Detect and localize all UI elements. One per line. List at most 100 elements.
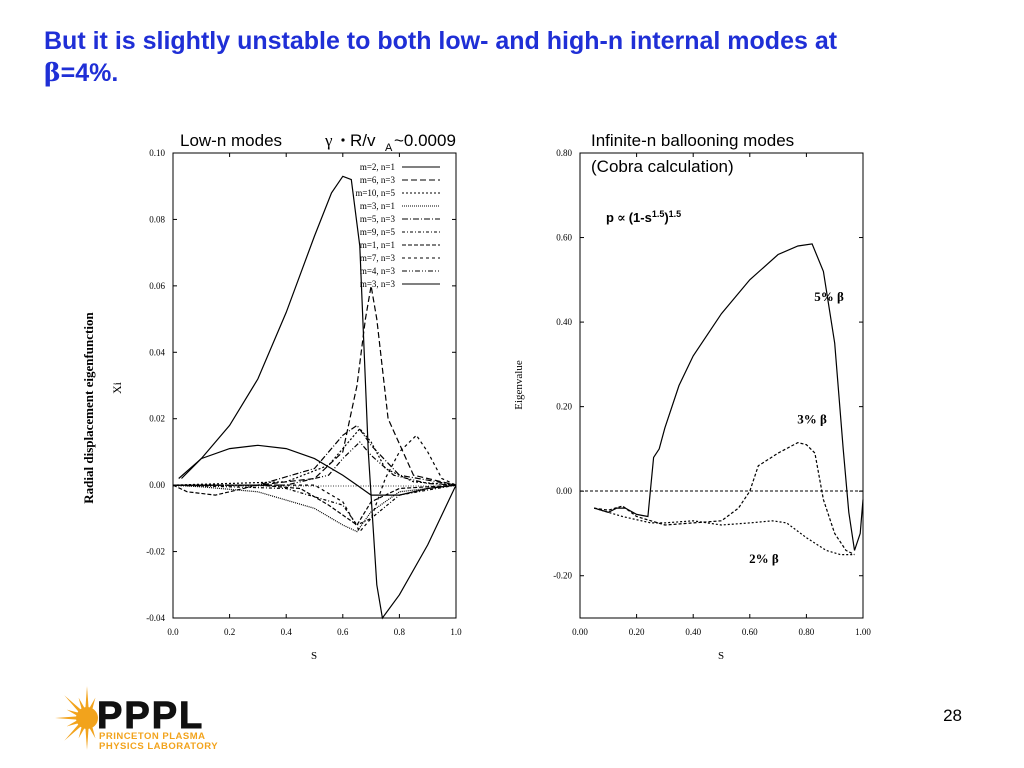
series-line-1 [181,175,457,620]
legend-label: m=3, n=3 [360,279,396,289]
left-title-text: Low-n modes [180,131,282,150]
y-tick-label: 0.00 [556,486,572,496]
sun-ray [85,686,89,709]
series-line-5 [173,424,457,486]
y-tick-label: -0.04 [146,613,165,623]
y-tick-label: 0.00 [149,480,165,490]
legend-label: m=5, n=3 [360,214,396,224]
left-y-label: Xi [110,381,124,394]
right-title-line2: (Cobra calculation) [591,157,734,176]
series-line-3 [172,427,457,486]
left-x-label: S [311,650,317,662]
y-tick-label: 0.10 [149,148,165,158]
series-line-8 [173,434,457,533]
sun-ray [89,697,96,710]
x-tick-label: 1.0 [450,627,462,637]
left-y-ticks: 0.10 0.08 0.06 0.04 0.02 0.00 -0.02 -0.04 [146,148,456,623]
title-beta: β [44,58,61,87]
legend-label: m=3, n=1 [360,201,395,211]
sun-core [76,707,98,729]
left-x-ticks: 0.0 0.2 0.4 0.6 0.8 1.0 [167,153,462,637]
page-number: 28 [943,706,962,725]
left-title-gamma: γ [324,131,333,150]
sun-ray [66,720,79,727]
legend-label: m=9, n=5 [360,227,396,237]
x-tick-label: 0.2 [224,627,235,637]
formula: p ∝ (1-s1.5)1.5 [606,209,681,226]
title-line1: But it is slightly unstable to both low-… [44,27,838,55]
y-tick-label: -0.02 [146,547,165,557]
legend-label: m=1, n=1 [360,240,395,250]
right-title-line1: Infinite-n ballooning modes [591,131,794,150]
series-line-1 [593,243,864,551]
legend-label: m=2, n=1 [360,162,395,172]
x-tick-label: 0.20 [629,627,645,637]
left-series-group [172,175,457,620]
y-tick-label: 0.02 [149,414,165,424]
left-plot-frame [172,152,457,619]
sun-ray [89,726,96,739]
sun-ray [64,695,82,713]
pppl-logo: PPPL PRINCETON PLASMA PHYSICS LABORATORY [55,686,218,752]
sun-ray [78,697,85,710]
sun-ray [85,727,89,750]
logo-wordmark: PPPL [97,695,204,737]
left-title-sub: A [385,142,393,154]
ballooning-chart: Infinite-n ballooning modes (Cobra calcu… [513,131,871,662]
low-n-chart: Low-n modes γ R/v A ~0.0009 0.10 0.08 0.06… [81,131,462,662]
legend-label: m=6, n=3 [360,175,396,185]
x-tick-label: 0.6 [337,627,349,637]
y-tick-label: 0.08 [149,214,165,224]
legend-label: m=4, n=3 [360,266,396,276]
right-y-ticks: 0.80 0.60 0.40 0.20 0.00 -0.20 [553,148,863,581]
x-tick-label: 0.4 [281,627,293,637]
series-line-7 [172,484,457,526]
left-y-outer-label: Radial displacement eigenfunction [81,312,96,504]
right-y-label: Eigenvalue [513,360,525,410]
series-line-10 [178,444,457,496]
beta-annotation: 3% β [797,412,827,427]
left-legend: m=2, n=1 m=6, n=3 m=10, n=5 m=3, n=1 m=5, n=… [355,162,440,289]
logo-line1: PRINCETON PLASMA [99,731,206,742]
slide-title: But it is slightly unstable to both low-… [44,26,994,89]
series-line-4 [172,484,457,533]
y-tick-label: 0.40 [556,317,572,327]
right-plot-frame [579,152,864,619]
sun-icon [55,686,96,750]
y-tick-label: 0.20 [556,402,572,412]
right-x-label: S [718,650,724,662]
y-tick-label: 0.06 [149,281,165,291]
series-line-6 [172,484,457,526]
y-tick-label: 0.04 [149,347,165,357]
x-tick-label: 0.0 [167,627,179,637]
x-tick-label: 0.40 [685,627,701,637]
sun-ray [55,716,78,720]
sun-ray [78,726,85,739]
series-line-3 [593,507,855,556]
x-tick-label: 0.00 [572,627,588,637]
legend-label: m=10, n=5 [355,188,395,198]
x-tick-label: 0.8 [394,627,406,637]
sun-ray [66,709,79,716]
y-tick-label: -0.20 [553,571,572,581]
beta-annotation: 5% β [814,289,844,304]
y-tick-label: 0.80 [556,148,572,158]
left-title-dot [341,138,345,142]
left-title-rv: R/v [350,131,376,150]
logo-line2: PHYSICS LABORATORY [99,741,218,752]
right-series-group [593,243,864,556]
beta-annotation: 2% β [749,551,779,566]
left-title-value: ~0.0009 [394,131,456,150]
y-tick-label: 0.60 [556,233,572,243]
legend-label: m=7, n=3 [360,253,396,263]
series-line-2 [594,441,855,556]
x-tick-label: 1.00 [855,627,871,637]
right-x-ticks: 0.00 0.20 0.40 0.60 0.80 1.00 [572,153,871,637]
x-tick-label: 0.80 [799,627,815,637]
right-annotations: 5% β 3% β 2% β [749,289,844,566]
x-tick-label: 0.60 [742,627,758,637]
title-rest: =4%. [60,59,119,87]
series-line-9 [173,441,457,486]
sun-ray [64,723,82,741]
